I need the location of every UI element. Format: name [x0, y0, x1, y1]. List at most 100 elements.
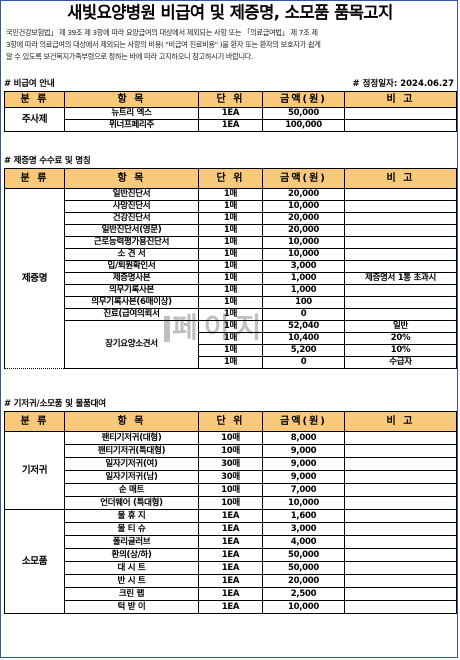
note-cell [344, 561, 457, 575]
note-cell [344, 457, 457, 471]
item-cell: 물 휴 지 [64, 509, 199, 523]
amount-cell: 1,600 [262, 509, 345, 523]
table-row: 폴리글러브 1EA 4,000 [5, 535, 457, 549]
table-row: 턱 받 이 1EA 10,000 [5, 600, 457, 614]
note-cell [344, 248, 457, 261]
unit-cell: 30매 [198, 470, 263, 484]
unit-cell: 1EA [198, 535, 263, 549]
table-row: 1매 0 수급자 [5, 356, 457, 369]
note-cell [344, 119, 457, 132]
note-cell [344, 483, 457, 497]
header-note: 비 고 [344, 91, 457, 108]
category-cell: 제증명 [4, 188, 65, 369]
table-row: 순 매트 10매 7,000 [5, 483, 457, 497]
unit-cell: 1EA [198, 600, 263, 614]
item-cell: 근로능력평가용진단서 [64, 236, 199, 249]
notice-text: 국민건강보험법」 제 39조 제 3항에 따라 요양급여의 대상에서 제외되는 … [6, 27, 456, 63]
watermark-bar [164, 316, 170, 342]
note-cell: 일반 [344, 320, 457, 333]
table-row: 환의(상/하) 1EA 50,000 [5, 548, 457, 562]
note-cell [344, 470, 457, 484]
table-row: 팬티기저귀(특대형) 10매 9,000 [5, 444, 457, 458]
item-cell: 반 시 트 [64, 574, 199, 588]
note-cell [344, 260, 457, 273]
table-row: 주사제 뉴트리 엑스 1EA 50,000 [4, 107, 457, 132]
unit-cell: 1매 [198, 344, 263, 357]
table-row: 근로능력평가용진단서 1매 10,000 [5, 236, 457, 249]
item-cell: 제증명사본 [64, 272, 199, 285]
item-cell: 의무기록사본(6매이상) [64, 296, 199, 309]
header-unit: 단 위 [198, 411, 263, 432]
amount-cell: 9,000 [262, 457, 345, 471]
item-cell: 의무기록사본 [64, 284, 199, 297]
amount-cell: 3,000 [262, 260, 345, 273]
unit-cell: 1EA [198, 119, 263, 132]
note-cell [344, 522, 457, 536]
table-row: 1매 10,400 20% [5, 332, 457, 345]
revision-date: # 정정일자: 2024.06.27 [352, 79, 455, 89]
item-cell: 대 시 트 [64, 561, 199, 575]
item-cell: 팬티기저귀(특대형) [64, 444, 199, 458]
item-cell: 사망진단서 [64, 200, 199, 213]
item-cell: 순 매트 [64, 483, 199, 497]
unit-cell: 1매 [198, 236, 263, 249]
note-cell [344, 548, 457, 562]
unit-cell: 1EA [198, 522, 263, 536]
unit-cell: 1EA [198, 574, 263, 588]
item-cell: 크린 랩 [64, 587, 199, 601]
note-cell [344, 188, 457, 201]
note-cell [344, 535, 457, 549]
unit-cell: 10매 [198, 496, 263, 510]
noncovered-table: 분 류 항 목 단 위 금액(원) 비 고 주사제 뉴트리 엑스 1EA 50,000… [4, 91, 457, 132]
header-category: 분 류 [4, 168, 65, 189]
item-cell: 턱 받 이 [64, 600, 199, 614]
header-unit: 단 위 [198, 168, 263, 189]
header-item: 항 목 [64, 411, 199, 432]
note-cell: 10% [344, 344, 457, 357]
notice-line: 3항에 따라 의료급여의 대상에서 제외되는 사항의 비용( "비급여 진료비용… [6, 40, 321, 49]
amount-cell: 1,000 [262, 272, 345, 285]
unit-cell: 1EA [198, 587, 263, 601]
note-cell [344, 431, 457, 445]
table-row: 물 티 슈 1EA 3,000 [5, 522, 457, 536]
note-cell [344, 224, 457, 237]
table-row: 입/퇴원확인서 1매 3,000 [5, 260, 457, 273]
note-cell [344, 444, 457, 458]
amount-cell: 20,000 [262, 224, 345, 237]
table-row: 제증명사본 1매 1,000 제증명서 1통 초과시 [5, 272, 457, 285]
unit-cell: 1EA [198, 561, 263, 575]
amount-cell: 50,000 [262, 561, 345, 575]
table-row: 소모품 물 휴 지 1EA 1,600 [4, 509, 457, 614]
note-cell [344, 236, 457, 249]
header-amount: 금액(원) [262, 411, 345, 432]
note-cell: 제증명서 1통 초과시 [344, 272, 457, 285]
header-amount: 금액(원) [262, 91, 345, 108]
unit-cell: 1매 [198, 332, 263, 345]
item-cell: 건강진단서 [64, 212, 199, 225]
amount-cell: 10,400 [262, 332, 345, 345]
table-row: 장기요양소견서 1매 52,040 일반 [5, 320, 457, 369]
item-cell: 일반진단서 [64, 188, 199, 201]
amount-cell: 50,000 [262, 107, 345, 120]
unit-cell: 1매 [198, 188, 263, 201]
category-cell: 기저귀 [4, 431, 65, 510]
table-row: 크린 랩 1EA 2,500 [5, 587, 457, 601]
unit-cell: 1EA [198, 509, 263, 523]
table-row: 의무기록사본(6매이상) 1매 100 [5, 296, 457, 309]
unit-cell: 1매 [198, 296, 263, 309]
item-cell: 일반진단서(영문) [64, 224, 199, 237]
table-row: 언더웨어 (특대형) 10매 10,000 [5, 496, 457, 510]
item-cell: 뉴트리 엑스 [64, 107, 199, 120]
header-category: 분 류 [4, 91, 65, 108]
amount-cell: 9,000 [262, 444, 345, 458]
amount-cell: 20,000 [262, 212, 345, 225]
item-cell: 일자기저귀(남) [64, 470, 199, 484]
note-cell: 수급자 [344, 356, 457, 369]
amount-cell: 8,000 [262, 431, 345, 445]
unit-cell: 1EA [198, 107, 263, 120]
category-cell: 주사제 [4, 107, 65, 132]
item-cell: 폴리글러브 [64, 535, 199, 549]
amount-cell: 20,000 [262, 188, 345, 201]
amount-cell: 10,000 [262, 496, 345, 510]
